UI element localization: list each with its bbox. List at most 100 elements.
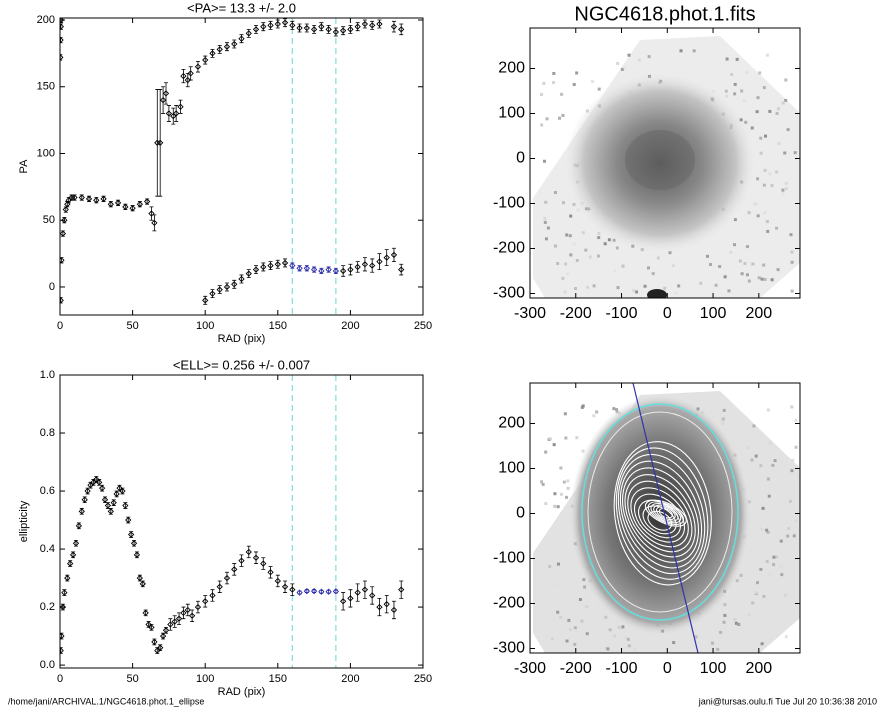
noise-pixel	[733, 92, 737, 96]
error-bar	[174, 105, 179, 122]
noise-pixel	[723, 613, 727, 617]
noise-pixel	[596, 254, 600, 258]
y-tick-label: 0.4	[40, 543, 55, 555]
noise-pixel	[770, 184, 774, 188]
noise-pixel	[705, 254, 709, 258]
noise-pixel	[714, 283, 718, 287]
footer-right: jani@tursas.oulu.fi Tue Jul 20 10:36:38 …	[698, 696, 877, 706]
noise-pixel	[562, 480, 566, 484]
y-tick-label: 0.8	[40, 427, 55, 439]
image-area	[533, 36, 800, 298]
error-bar	[203, 595, 208, 608]
noise-pixel	[735, 579, 739, 583]
data-point	[209, 592, 216, 599]
error-bar	[158, 89, 163, 197]
data-point	[340, 598, 347, 605]
noise-pixel	[575, 259, 579, 263]
y-tick-label: 0.2	[40, 601, 55, 613]
noise-pixel	[790, 289, 794, 293]
noise-pixel	[779, 539, 783, 543]
y-tick-label: 100	[498, 105, 525, 122]
noise-pixel	[621, 625, 625, 629]
data-point	[62, 206, 69, 213]
error-bar	[161, 86, 166, 114]
noise-pixel	[773, 459, 777, 463]
error-bar	[181, 606, 186, 620]
data-point	[87, 482, 94, 489]
data-point	[310, 26, 318, 33]
noise-pixel	[762, 86, 766, 90]
isophote	[655, 506, 676, 521]
noise-pixel	[555, 589, 559, 593]
noise-pixel	[553, 244, 557, 248]
noise-pixel	[540, 480, 544, 484]
data-point	[332, 588, 340, 595]
error-bar	[166, 105, 171, 122]
noise-pixel	[565, 495, 569, 499]
chart-title: <ELL>= 0.256 +/- 0.007	[173, 357, 310, 372]
data-point	[216, 286, 223, 293]
noise-pixel	[626, 637, 630, 641]
noise-pixel	[766, 530, 770, 534]
data-point	[296, 589, 303, 596]
noise-pixel	[740, 89, 744, 93]
plot-frame	[529, 27, 801, 299]
noise-pixel	[765, 559, 769, 563]
noise-pixel	[556, 262, 560, 266]
data-point	[90, 479, 97, 486]
noise-pixel	[747, 211, 751, 215]
isophote	[647, 510, 673, 531]
data-point	[398, 26, 405, 33]
noise-pixel	[565, 639, 569, 643]
noise-pixel	[784, 187, 788, 191]
noise-pixel	[761, 525, 765, 529]
noise-pixel	[730, 72, 734, 76]
data-point	[354, 263, 361, 271]
noise-pixel	[552, 443, 556, 447]
noise-pixel	[692, 49, 696, 53]
noise-pixel	[792, 534, 796, 538]
data-point	[60, 297, 64, 304]
data-point	[78, 508, 85, 515]
noise-pixel	[754, 591, 758, 595]
noise-pixel	[572, 242, 576, 246]
noise-pixel	[738, 259, 742, 263]
data-point	[303, 265, 310, 272]
noise-pixel	[574, 287, 578, 291]
data-point	[376, 20, 383, 28]
data-point	[61, 589, 68, 596]
noise-pixel	[759, 567, 763, 571]
error-bar	[399, 23, 404, 36]
noise-pixel	[635, 290, 639, 294]
noise-pixel	[643, 284, 647, 288]
noise-pixel	[627, 53, 631, 57]
data-point	[72, 540, 80, 547]
noise-pixel	[752, 424, 756, 428]
error-bar	[149, 206, 154, 221]
isophote	[647, 501, 685, 526]
noise-pixel	[544, 200, 548, 204]
data-point	[231, 281, 238, 288]
x-tick-label: 50	[126, 673, 138, 685]
isophote	[633, 493, 686, 543]
data-point	[318, 23, 325, 30]
noise-pixel	[632, 289, 636, 293]
data-point	[60, 257, 65, 264]
data-point	[122, 502, 129, 509]
data-point	[202, 297, 209, 304]
noise-pixel	[735, 57, 739, 61]
y-tick-label: -300	[493, 640, 525, 657]
noise-pixel	[540, 93, 544, 97]
plot-area	[60, 375, 405, 668]
noise-pixel	[784, 181, 788, 185]
data-point	[267, 569, 274, 576]
x-tick-label: -200	[560, 660, 592, 677]
noise-pixel	[668, 251, 672, 255]
data-point	[100, 195, 107, 203]
data-point	[145, 621, 152, 628]
noise-pixel	[737, 623, 741, 627]
noise-pixel	[724, 89, 728, 93]
error-bar	[377, 253, 382, 271]
noise-pixel	[794, 519, 798, 523]
data-point	[194, 63, 202, 70]
